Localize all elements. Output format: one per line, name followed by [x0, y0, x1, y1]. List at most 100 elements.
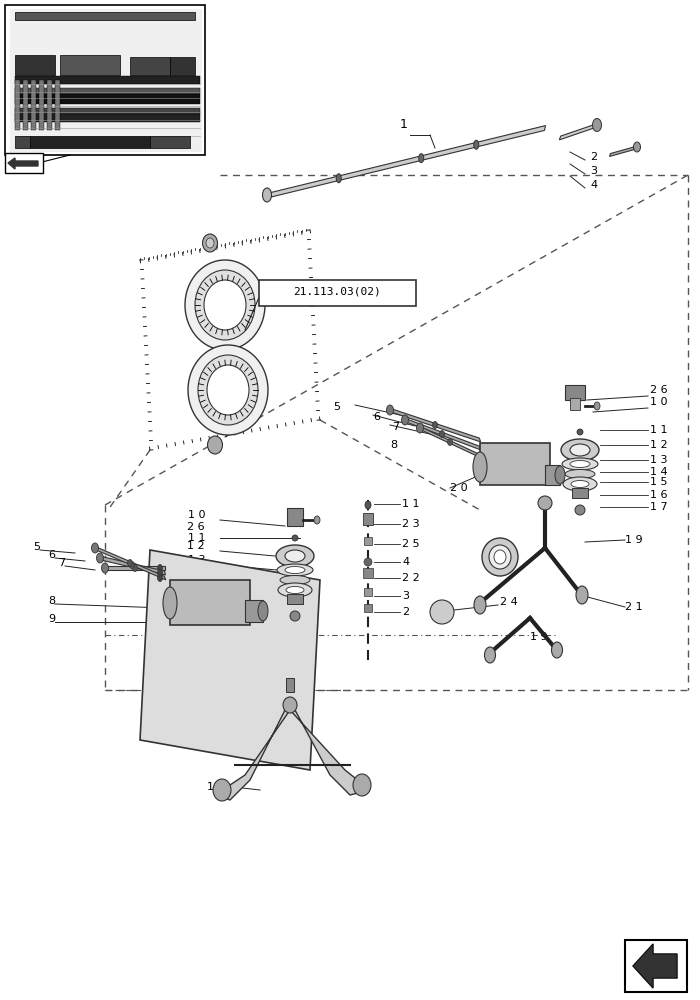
Text: 2 0: 2 0	[450, 483, 468, 493]
Text: 2 6: 2 6	[650, 385, 668, 395]
Ellipse shape	[353, 774, 371, 796]
Ellipse shape	[570, 444, 590, 456]
Ellipse shape	[577, 429, 583, 435]
Ellipse shape	[364, 558, 372, 566]
Bar	[545, 465, 560, 485]
Polygon shape	[610, 147, 636, 156]
Text: 9: 9	[48, 614, 55, 624]
Text: 2: 2	[590, 152, 597, 162]
Ellipse shape	[283, 697, 297, 713]
Text: 1 4: 1 4	[188, 565, 205, 575]
Ellipse shape	[188, 345, 268, 435]
Ellipse shape	[565, 470, 595, 479]
Text: 1 1: 1 1	[650, 425, 668, 435]
Text: 21.113.03(02): 21.113.03(02)	[293, 287, 381, 297]
Polygon shape	[215, 710, 290, 800]
Bar	[31, 80, 36, 130]
Ellipse shape	[198, 355, 258, 425]
Text: 1 8: 1 8	[207, 782, 225, 792]
Bar	[363, 513, 373, 525]
Bar	[364, 537, 372, 545]
Ellipse shape	[484, 647, 496, 663]
Ellipse shape	[163, 587, 177, 619]
Text: 2 2: 2 2	[402, 573, 420, 583]
Ellipse shape	[474, 596, 486, 614]
Bar	[364, 604, 372, 612]
Bar	[130, 57, 170, 75]
Ellipse shape	[433, 422, 438, 428]
Bar	[572, 488, 588, 498]
Text: 1 9: 1 9	[530, 632, 547, 642]
Polygon shape	[633, 944, 677, 988]
Ellipse shape	[474, 140, 479, 149]
Text: 1 2: 1 2	[650, 440, 668, 450]
Ellipse shape	[562, 458, 598, 470]
Ellipse shape	[285, 550, 305, 562]
Text: 1 7: 1 7	[650, 502, 668, 512]
Ellipse shape	[561, 439, 599, 461]
Text: 1 6: 1 6	[650, 490, 668, 500]
Text: 5: 5	[33, 542, 40, 552]
Bar	[60, 55, 120, 75]
Ellipse shape	[336, 174, 342, 183]
Ellipse shape	[292, 535, 298, 541]
Ellipse shape	[314, 516, 320, 524]
Ellipse shape	[386, 405, 393, 415]
Text: 8: 8	[48, 596, 55, 606]
Ellipse shape	[286, 586, 304, 593]
Bar	[10, 9, 202, 152]
Text: 4: 4	[402, 557, 409, 567]
Bar	[15, 88, 200, 94]
Bar	[5, 5, 205, 155]
Bar	[15, 136, 30, 148]
Text: 2 4: 2 4	[500, 597, 518, 607]
Ellipse shape	[440, 430, 444, 438]
Bar	[364, 588, 372, 596]
Ellipse shape	[130, 562, 134, 568]
Ellipse shape	[365, 501, 371, 509]
Ellipse shape	[158, 564, 162, 572]
Polygon shape	[405, 418, 481, 450]
Bar	[15, 12, 195, 20]
Polygon shape	[94, 546, 166, 580]
Ellipse shape	[204, 280, 246, 330]
Ellipse shape	[280, 576, 310, 584]
Ellipse shape	[278, 583, 312, 597]
Ellipse shape	[563, 477, 597, 491]
Ellipse shape	[447, 438, 452, 446]
Ellipse shape	[416, 423, 424, 433]
Bar	[5, 153, 43, 173]
Text: 1 5: 1 5	[188, 575, 205, 585]
Text: 1 0: 1 0	[188, 510, 205, 520]
Ellipse shape	[473, 452, 487, 482]
Ellipse shape	[277, 564, 313, 576]
Text: 5: 5	[333, 402, 340, 412]
Ellipse shape	[185, 260, 265, 350]
Ellipse shape	[555, 466, 565, 484]
Ellipse shape	[538, 496, 552, 510]
Text: 1 6: 1 6	[188, 586, 205, 596]
Ellipse shape	[575, 505, 585, 515]
Ellipse shape	[102, 563, 108, 573]
Text: 7: 7	[58, 558, 65, 568]
Ellipse shape	[158, 574, 162, 582]
Bar	[480, 443, 550, 485]
Text: 6: 6	[48, 550, 55, 560]
Text: 1 4: 1 4	[650, 467, 668, 477]
Polygon shape	[99, 556, 165, 575]
Bar	[15, 76, 200, 84]
Ellipse shape	[202, 234, 218, 252]
Text: 2 3: 2 3	[402, 519, 419, 529]
Ellipse shape	[207, 436, 223, 454]
Bar	[55, 80, 60, 130]
Text: 4: 4	[590, 180, 597, 190]
Text: 1 0: 1 0	[650, 397, 668, 407]
Bar	[15, 94, 200, 104]
Ellipse shape	[570, 460, 590, 468]
Bar	[15, 114, 200, 122]
Ellipse shape	[92, 543, 99, 553]
Bar	[570, 398, 580, 410]
Text: 3: 3	[402, 591, 409, 601]
Polygon shape	[559, 124, 596, 140]
Text: 3: 3	[590, 166, 597, 176]
